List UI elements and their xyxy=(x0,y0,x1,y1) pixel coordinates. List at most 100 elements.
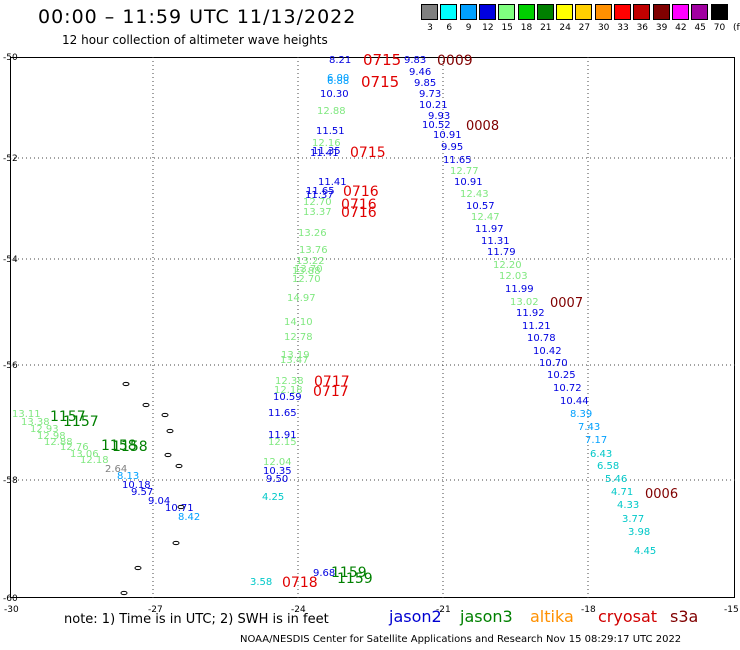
wave-height-label: 11.21 xyxy=(522,321,551,332)
wave-height-label: 4.33 xyxy=(617,500,639,511)
wave-height-label: 10.78 xyxy=(527,333,556,344)
y-tick-label: -50 xyxy=(3,53,18,63)
island-outline xyxy=(142,402,150,408)
time-label: 0716 xyxy=(343,184,379,200)
wave-height-label: 9.85 xyxy=(414,78,436,89)
satellite-jason2: jason2 xyxy=(389,607,442,626)
wave-height-label: 11.41 xyxy=(310,148,339,159)
wave-height-label: 13.22 xyxy=(296,256,325,267)
legend-swatch xyxy=(478,4,496,20)
wave-height-label: 9.83 xyxy=(404,55,426,66)
satellite-s3a: s3a xyxy=(670,607,699,626)
wave-height-label: 12.38 xyxy=(275,376,304,387)
wave-height-label: 10.44 xyxy=(560,396,589,407)
wave-height-label: 11.37 xyxy=(305,190,334,201)
wave-height-label: 4.25 xyxy=(262,492,284,503)
island-outline xyxy=(134,565,142,571)
legend-label: 42 xyxy=(675,23,687,33)
legend-label: 30 xyxy=(597,23,610,33)
wave-height-label: 11.35 xyxy=(312,146,341,157)
island-outline xyxy=(166,428,174,434)
wave-height-label: 10.71 xyxy=(165,503,194,514)
wave-height-label: 9.93 xyxy=(428,111,450,122)
wave-height-label: 14.97 xyxy=(287,293,316,304)
time-label: 0715 xyxy=(363,51,401,69)
wave-height-label: 10.72 xyxy=(553,383,582,394)
legend-label: 39 xyxy=(655,23,668,33)
island-outline xyxy=(122,381,130,387)
wave-height-label: 8.42 xyxy=(178,512,200,523)
wave-height-label: 11.41 xyxy=(318,177,347,188)
wave-height-label: 12.43 xyxy=(460,189,489,200)
wave-height-label: 10.18 xyxy=(122,480,151,491)
legend-label: 27 xyxy=(578,23,591,33)
legend-label: 15 xyxy=(501,23,513,33)
wave-height-label: 9.04 xyxy=(148,496,170,507)
wave-height-label: 13.37 xyxy=(303,207,332,218)
wave-height-label: 5.46 xyxy=(605,474,627,485)
wave-height-label: 10.30 xyxy=(320,89,349,100)
wave-height-label: 9.68 xyxy=(313,568,335,579)
wave-height-label: 13.88 xyxy=(292,266,321,277)
wave-height-label: 8.21 xyxy=(329,55,351,66)
legend-swatch xyxy=(652,4,670,20)
wave-height-label: 3.98 xyxy=(628,527,650,538)
wave-height-label: 11.99 xyxy=(505,284,534,295)
map-title: 00:00 – 11:59 UTC 11/13/2022 xyxy=(38,6,357,28)
legend-swatch xyxy=(556,4,574,20)
x-tick-label: -18 xyxy=(581,605,596,615)
island-outline xyxy=(164,452,172,458)
time-label: 0006 xyxy=(645,487,678,502)
time-label: 0716 xyxy=(341,197,377,213)
time-label: 1159 xyxy=(337,571,373,587)
legend-label: 70 xyxy=(713,23,726,33)
wave-height-label: 12.98 xyxy=(37,431,66,442)
time-label: 0715 xyxy=(350,145,386,161)
wave-height-label: 10.21 xyxy=(419,100,448,111)
legend-swatch xyxy=(536,4,554,20)
wave-height-label: 9.57 xyxy=(131,487,153,498)
wave-height-label: 12.76 xyxy=(60,442,89,453)
wave-height-label: 7.17 xyxy=(585,435,607,446)
wave-height-label: 3.77 xyxy=(622,514,644,525)
wave-height-label: 7.43 xyxy=(578,422,600,433)
wave-height-label: 13.02 xyxy=(510,297,539,308)
island-outline xyxy=(177,504,185,510)
wave-height-label: 12.70 xyxy=(292,274,321,285)
wave-height-label: 6.43 xyxy=(590,449,612,460)
wave-height-label: 12.18 xyxy=(80,455,109,466)
time-label: 0009 xyxy=(437,53,473,69)
wave-height-label: 9.73 xyxy=(419,89,441,100)
satellite-altika: altika xyxy=(530,607,574,626)
legend-swatch xyxy=(459,4,477,20)
time-label: 0008 xyxy=(466,119,499,134)
wave-height-label: 13.06 xyxy=(70,449,99,460)
wave-height-label: 11.31 xyxy=(481,236,510,247)
wave-height-label: 14.10 xyxy=(284,317,313,328)
wave-height-label: 10.91 xyxy=(454,177,483,188)
wave-height-label: 13.19 xyxy=(281,350,310,361)
x-tick-label: -15 xyxy=(724,605,739,615)
wave-height-label: 12.18 xyxy=(274,385,303,396)
legend-label: 3 xyxy=(427,23,433,33)
time-label: 0718 xyxy=(282,575,318,591)
wave-height-label: 9.46 xyxy=(409,67,431,78)
map-plot-area xyxy=(10,57,735,598)
legend-label: 6 xyxy=(446,23,453,33)
map-subtitle: 12 hour collection of altimeter wave hei… xyxy=(62,33,328,47)
wave-height-label: 13.38 xyxy=(21,417,50,428)
legend-label: 24 xyxy=(559,23,571,33)
island-outline xyxy=(161,412,169,418)
wave-height-label: 10.57 xyxy=(466,201,495,212)
wave-height-label: 12.15 xyxy=(268,437,297,448)
satellite-jason3: jason3 xyxy=(460,607,513,626)
wave-height-label: 12.16 xyxy=(312,138,341,149)
y-tick-label: -58 xyxy=(3,476,18,486)
legend-swatch xyxy=(633,4,651,20)
wave-height-label: 11.97 xyxy=(475,224,504,235)
legend-swatch xyxy=(710,4,728,20)
time-label: 0007 xyxy=(550,296,583,311)
wave-height-label: 12.77 xyxy=(450,166,479,177)
legend-label: 9 xyxy=(465,23,472,33)
wave-height-label: 10.52 xyxy=(422,120,451,131)
